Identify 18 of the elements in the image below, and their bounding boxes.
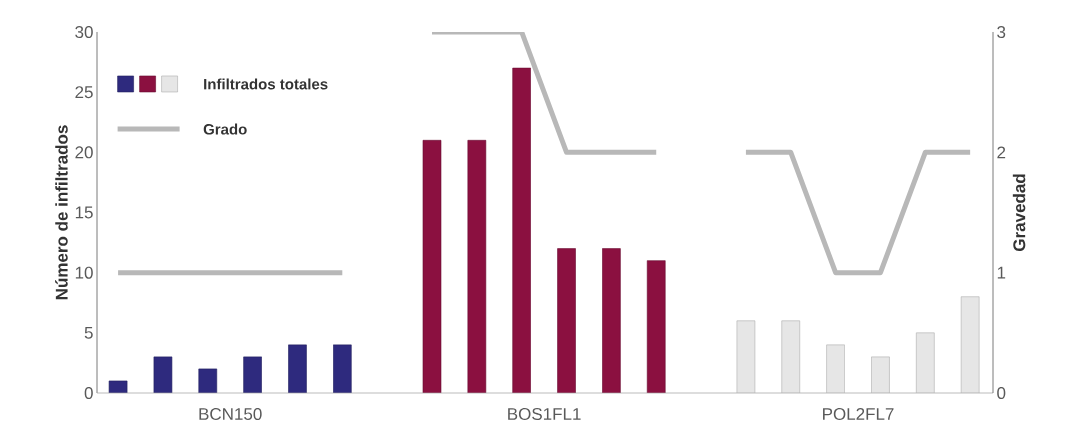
text: BOS1FL1 (508, 407, 581, 421)
y-tick-label: 20 (75, 146, 93, 159)
legend-label: Infiltrados totales (204, 78, 328, 90)
y-tick-label: 0 (84, 386, 93, 400)
y2-axis-title: Gravedad (1012, 174, 1026, 252)
y-tick-label: 10 (75, 266, 93, 279)
y2-tick-label: 3 (997, 25, 1006, 39)
text: POL2FL7 (823, 407, 894, 421)
y2-tick-label: 2 (997, 146, 1006, 159)
text: BCN150 (199, 407, 262, 421)
y-tick-label: 15 (75, 206, 93, 219)
y-tick-label: 5 (84, 326, 93, 339)
y-tick-label: 30 (75, 25, 93, 39)
y-axis-title: Número de infiltrados (55, 125, 68, 300)
y2-tick-label: 1 (997, 266, 1006, 279)
legend-label: Grado (203, 123, 247, 135)
y-tick-label: 25 (75, 86, 93, 99)
y2-tick-label: 0 (997, 386, 1006, 400)
